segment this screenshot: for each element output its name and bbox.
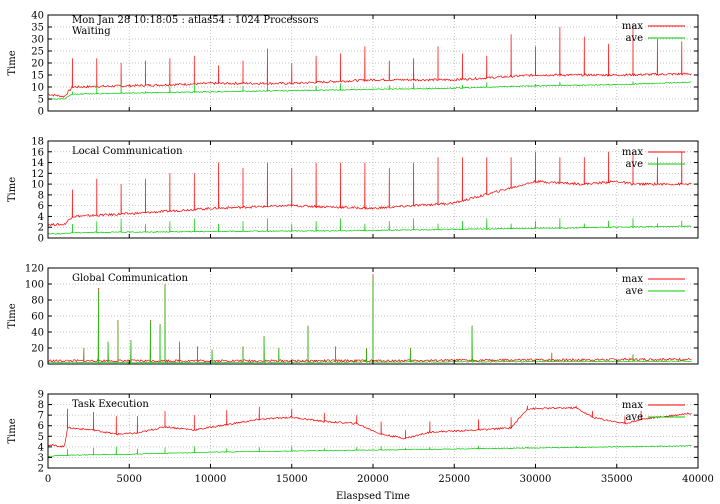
legend-max-label: max <box>622 147 643 158</box>
x-axis-label: Elaspsed Time <box>336 491 410 502</box>
y-tick-label: 4 <box>38 212 44 223</box>
y-tick-label: 16 <box>31 147 44 158</box>
legend-max-label: max <box>622 21 643 32</box>
chart-panel-3: 0 20 40 60 80 100 120 Time Global Communication m… <box>7 264 699 371</box>
run-info-title: Mon Jan 28 10:18:05 : atlas54 : 1024 Pro… <box>72 15 319 26</box>
x-tick-label: 35000 <box>601 474 633 485</box>
series-max-line <box>47 405 692 448</box>
y-tick-label: 0 <box>38 234 44 245</box>
x-tick-label: 30000 <box>520 474 552 485</box>
y-tick-label: 10 <box>31 180 44 191</box>
y-tick-label: 35 <box>31 23 44 34</box>
panel-title: Task Execution <box>72 399 149 410</box>
panel-title: Local Communication <box>72 146 183 157</box>
y-tick-label: 20 <box>31 344 44 355</box>
y-tick-label: 0 <box>38 107 44 118</box>
legend-ave-label: ave <box>625 33 643 44</box>
x-tick-label: 40000 <box>682 474 714 485</box>
series-ave-line <box>47 277 692 364</box>
y-tick-label: 2 <box>38 464 44 475</box>
series-ave-line <box>47 217 692 235</box>
legend-ave-label: ave <box>625 412 643 423</box>
y-tick-label: 8 <box>38 400 44 411</box>
y-tick-label: 10 <box>31 83 44 94</box>
x-tick-label: 10000 <box>195 474 227 485</box>
x-tick-label: 5000 <box>117 474 142 485</box>
y-tick-label: 12 <box>31 169 44 180</box>
y-tick-label: 7 <box>38 411 44 422</box>
series-max-line <box>47 151 692 227</box>
y-tick-label: 5 <box>38 95 44 106</box>
x-tick-label: 15000 <box>276 474 308 485</box>
x-tick-label: 25000 <box>438 474 470 485</box>
y-tick-label: 40 <box>31 11 44 22</box>
y-tick-label: 5 <box>38 432 44 443</box>
series-max-line <box>48 24 692 98</box>
series-max-line <box>47 274 692 364</box>
legend-max-label: max <box>622 274 643 285</box>
y-tick-label: 15 <box>31 71 44 82</box>
y-tick-label: 60 <box>31 312 44 323</box>
y-tick-label: 30 <box>31 35 44 46</box>
y-tick-label: 2 <box>38 223 44 234</box>
series-ave-line <box>48 81 692 100</box>
y-tick-label: 18 <box>31 137 44 148</box>
y-axis-label: Time <box>7 418 18 443</box>
y-tick-label: 120 <box>25 264 44 275</box>
y-tick-label: 14 <box>31 158 44 169</box>
y-tick-label: 6 <box>38 421 44 432</box>
series-ave-line <box>47 445 692 457</box>
y-tick-label: 4 <box>38 442 44 453</box>
y-tick-label: 3 <box>38 453 44 464</box>
x-tick-label: 0 <box>45 474 51 485</box>
y-tick-label: 9 <box>38 390 44 401</box>
y-tick-label: 40 <box>31 328 44 339</box>
y-tick-label: 6 <box>38 201 44 212</box>
legend-ave-label: ave <box>625 286 643 297</box>
y-tick-label: 25 <box>31 47 44 58</box>
y-tick-label: 0 <box>38 360 44 371</box>
y-axis-label: Time <box>7 177 18 202</box>
y-tick-label: 20 <box>31 59 44 70</box>
y-tick-label: 100 <box>25 280 44 291</box>
y-axis-label: Time <box>7 50 18 75</box>
legend-ave-label: ave <box>625 159 643 170</box>
y-tick-label: 80 <box>31 296 44 307</box>
y-tick-label: 8 <box>38 190 44 201</box>
panel-title: Waiting <box>72 26 111 37</box>
y-axis-label: Time <box>7 303 18 328</box>
panel-title: Global Communication <box>72 273 188 284</box>
legend-max-label: max <box>622 400 643 411</box>
x-tick-label: 20000 <box>357 474 389 485</box>
